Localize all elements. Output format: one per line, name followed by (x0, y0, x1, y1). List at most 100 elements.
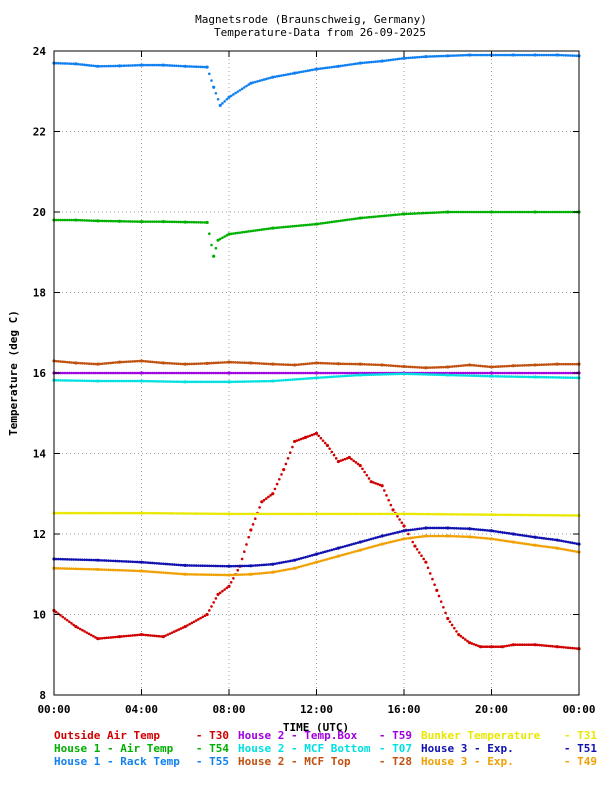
trace-dot-T30 (323, 441, 327, 445)
trace-dot-T59 (89, 371, 93, 375)
trace-dot-T49 (146, 570, 150, 573)
trace-dot-T49 (321, 559, 325, 562)
trace-dot-T07 (208, 380, 211, 384)
trace-dot-T55 (328, 66, 331, 69)
trace-dot-T51 (415, 527, 419, 531)
trace-dot-T55 (558, 53, 561, 57)
trace-dot-T54 (542, 210, 546, 214)
trace-dot-T54 (192, 220, 196, 224)
trace-dot-T54 (100, 219, 104, 223)
data-point-T51 (183, 563, 187, 567)
trace-dot-T31 (173, 512, 176, 515)
trace-dot-T30 (483, 645, 487, 648)
trace-dot-T51 (472, 527, 476, 531)
trace-dot-T31 (558, 514, 561, 517)
trace-dot-T30 (138, 633, 141, 637)
trace-dot-T51 (463, 527, 467, 530)
trace-dot-T07 (411, 372, 415, 376)
trace-dot-T55 (376, 60, 380, 63)
trace-dot-T59 (142, 371, 145, 375)
trace-dot-T59 (483, 371, 487, 375)
trace-dot-T28 (57, 360, 60, 363)
trace-dot-T07 (345, 374, 349, 378)
trace-dot-T28 (547, 363, 550, 366)
trace-dot-T59 (238, 371, 242, 375)
trace-dot-T51 (299, 557, 303, 560)
trace-dot-T30 (76, 626, 80, 630)
trace-dot-T28 (107, 361, 110, 365)
trace-dot-T59 (157, 371, 161, 375)
trace-dot-T31 (120, 511, 124, 515)
data-point-T49 (271, 570, 275, 574)
trace-dot-T49 (461, 535, 465, 538)
trace-dot-T07 (214, 380, 218, 384)
data-point-T49 (139, 569, 144, 573)
trace-dot-T07 (538, 375, 541, 379)
trace-dot-T49 (199, 573, 202, 576)
trace-dot-T51 (94, 558, 97, 562)
x-tick-label: 08:00 (212, 703, 245, 716)
trace-dot-T51 (142, 561, 145, 564)
trace-dot-T54 (562, 210, 565, 214)
trace-dot-T31 (512, 513, 515, 517)
trace-dot-T54 (549, 210, 552, 214)
trace-dot-T51 (186, 564, 189, 567)
trace-dot-T59 (181, 371, 185, 375)
trace-dot-T55 (188, 65, 191, 68)
trace-dot-T55 (431, 55, 434, 58)
trace-dot-T55 (308, 69, 312, 72)
trace-dot-T59 (310, 371, 314, 375)
trace-dot-T28 (135, 359, 139, 363)
trace-dot-T59 (234, 371, 237, 375)
trace-dot-T28 (251, 361, 255, 365)
trace-dot-T30 (385, 494, 388, 497)
trace-dot-T30 (133, 633, 137, 637)
trace-dot-T51 (92, 558, 95, 562)
trace-dot-T07 (310, 376, 314, 380)
trace-dot-T30 (94, 636, 97, 639)
trace-dot-T30 (575, 647, 579, 650)
trace-dot-T51 (529, 535, 533, 538)
data-point-T30 (139, 633, 144, 637)
trace-dot-T49 (245, 573, 248, 576)
legend-code-T51: - T51 (564, 742, 597, 755)
trace-dot-T28 (341, 362, 345, 366)
trace-dot-T07 (212, 380, 215, 384)
trace-dot-T55 (302, 70, 305, 73)
data-point-T54 (212, 254, 216, 258)
trace-dot-T07 (474, 374, 478, 378)
trace-dot-T30 (387, 498, 390, 502)
trace-dot-T28 (393, 364, 397, 368)
trace-dot-T59 (308, 371, 312, 375)
trace-dot-T30 (568, 646, 572, 650)
trace-dot-T49 (514, 541, 517, 544)
trace-dot-T07 (424, 373, 428, 376)
trace-dot-T51 (354, 541, 358, 545)
trace-dot-T59 (258, 371, 261, 375)
trace-dot-T54 (431, 211, 434, 215)
trace-dot-T30 (297, 438, 301, 442)
trace-dot-T55 (407, 56, 410, 60)
trace-dot-T31 (568, 514, 572, 517)
trace-dot-T31 (472, 513, 476, 516)
trace-dot-T51 (221, 564, 224, 568)
trace-dot-T28 (518, 364, 522, 367)
trace-dot-T30 (332, 453, 336, 457)
data-point-T55 (183, 64, 187, 68)
data-point-T51 (489, 529, 494, 533)
trace-dot-T59 (225, 371, 229, 375)
trace-dot-T51 (428, 526, 432, 530)
trace-dot-T59 (525, 371, 528, 375)
trace-dot-T54 (494, 210, 498, 214)
trace-dot-T31 (442, 512, 445, 516)
trace-dot-T59 (203, 371, 207, 375)
trace-dot-T31 (488, 513, 491, 516)
trace-dot-T30 (100, 636, 104, 640)
trace-dot-T28 (302, 362, 305, 366)
trace-dot-T55 (455, 54, 458, 57)
trace-dot-T30 (383, 489, 386, 492)
trace-dot-T54 (363, 216, 366, 219)
trace-dot-T49 (223, 573, 226, 577)
trace-dot-T59 (450, 371, 454, 375)
trace-dot-T55 (477, 53, 480, 57)
